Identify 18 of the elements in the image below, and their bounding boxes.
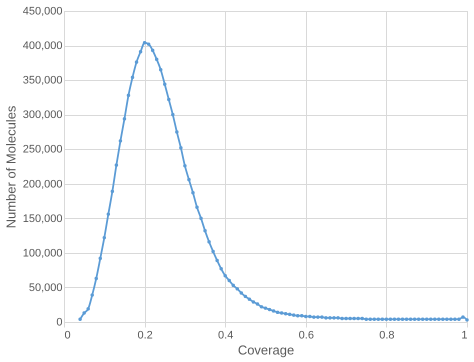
y-tick-label: 200,000 xyxy=(22,178,62,190)
x-axis-title: Coverage xyxy=(238,342,294,358)
y-tick-label: 400,000 xyxy=(22,40,62,52)
y-tick-label: 50,000 xyxy=(28,282,62,294)
y-tick-label: 300,000 xyxy=(22,109,62,122)
x-tick-label: 0.6 xyxy=(298,330,314,342)
y-tick-label: 0 xyxy=(56,316,62,328)
x-tick-label: 0.2 xyxy=(137,330,153,342)
y-tick-label: 450,000 xyxy=(22,6,62,18)
x-tick-label: 0.4 xyxy=(218,330,234,342)
y-axis-title: Number of Molecules xyxy=(4,105,19,228)
y-tick-label: 150,000 xyxy=(22,212,62,225)
y-tick-label: 350,000 xyxy=(22,74,62,87)
y-tick-label: 100,000 xyxy=(22,247,62,260)
x-tick-label: 0 xyxy=(64,330,71,342)
x-tick-label: 0.8 xyxy=(379,330,395,342)
y-tick-label: 250,000 xyxy=(22,144,62,156)
x-tick-label: 1 xyxy=(461,330,468,342)
